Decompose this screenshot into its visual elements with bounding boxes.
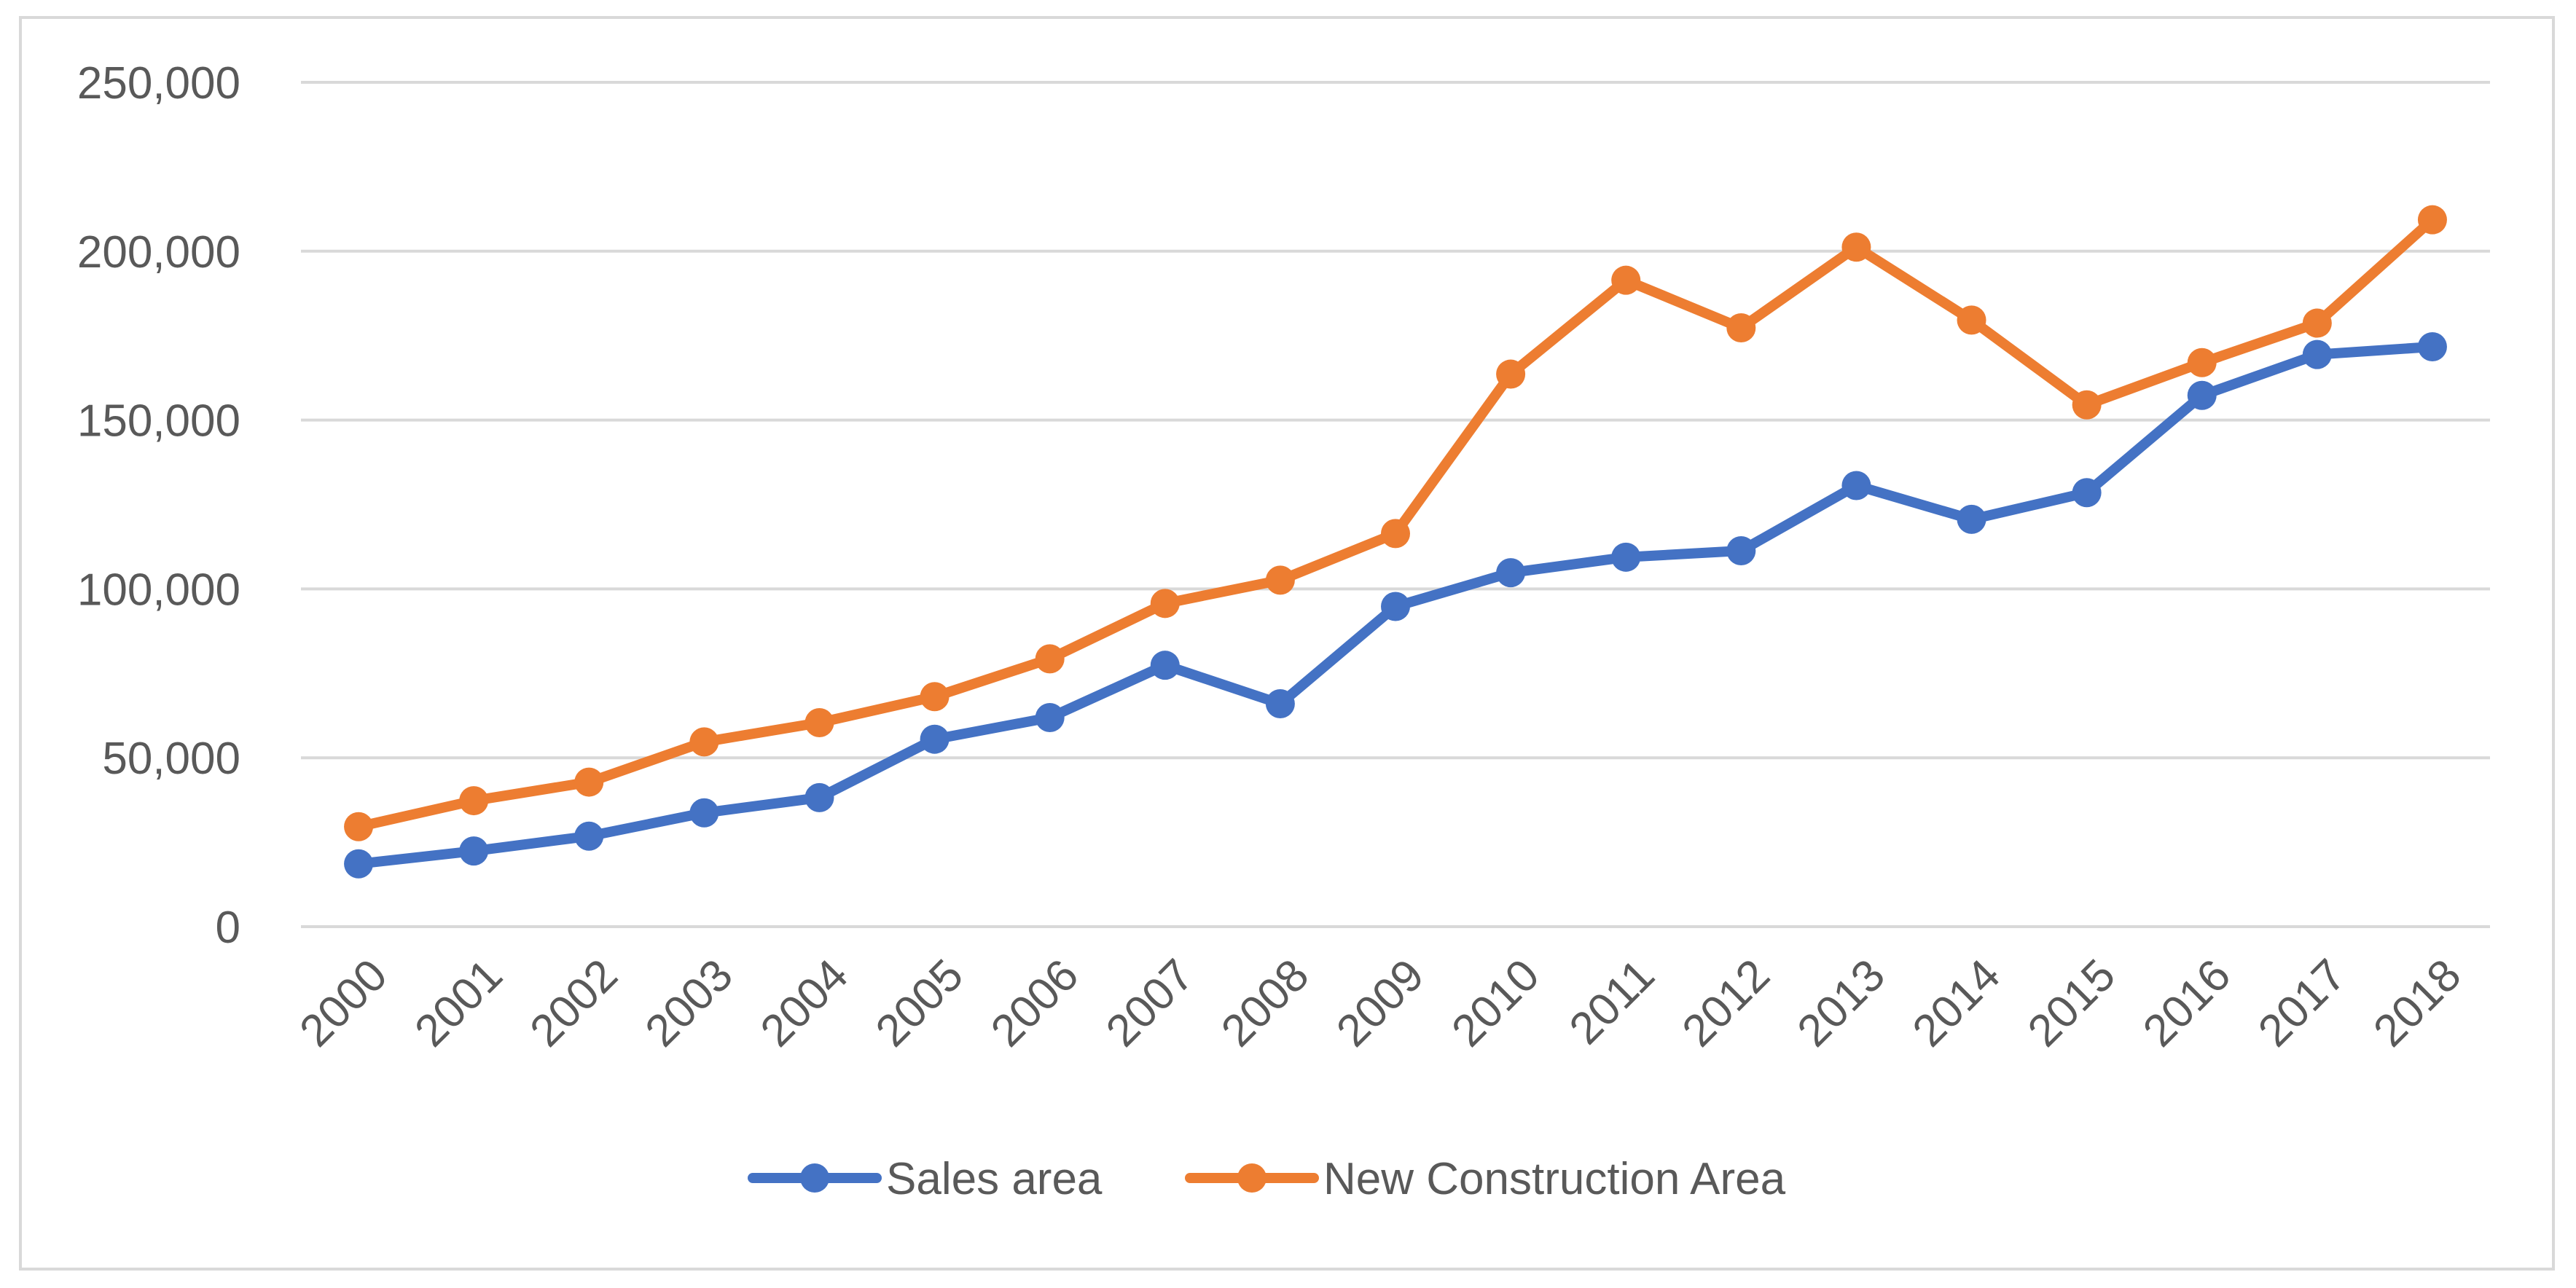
data-point [804, 707, 834, 737]
data-point [2072, 478, 2102, 508]
y-tick-label: 50,000 [102, 734, 240, 784]
data-point [344, 849, 374, 879]
x-tick-label: 2016 [2134, 950, 2240, 1056]
x-tick-label: 2015 [2019, 950, 2125, 1056]
data-point [1726, 313, 1756, 343]
legend-label: New Construction Area [1323, 1154, 1786, 1204]
x-tick-label: 2018 [2364, 950, 2470, 1056]
y-axis-ticks: 0 50,000 100,000 150,000 200,000 250,000 [77, 58, 240, 953]
data-point [1957, 305, 1986, 335]
x-tick-label: 2014 [1903, 950, 2010, 1056]
data-point [1150, 651, 1180, 680]
data-point [459, 786, 489, 816]
legend-label: Sales area [886, 1154, 1103, 1204]
data-point [689, 727, 719, 757]
data-point [689, 798, 719, 828]
data-point [1035, 703, 1065, 733]
data-point [920, 682, 950, 712]
series-lines [344, 205, 2447, 879]
y-tick-label: 0 [216, 903, 240, 953]
data-point [1957, 504, 1986, 534]
data-point [2187, 380, 2217, 410]
x-tick-label: 2004 [751, 950, 858, 1056]
data-point [1496, 558, 1526, 588]
x-tick-label: 2001 [405, 950, 512, 1056]
data-point [1035, 644, 1065, 674]
x-tick-label: 2013 [1788, 950, 1895, 1056]
data-point [1496, 359, 1526, 389]
data-point [1381, 592, 1410, 621]
data-point [344, 812, 374, 841]
y-tick-label: 100,000 [77, 565, 240, 615]
gridlines [301, 81, 2490, 928]
data-point [1150, 589, 1180, 619]
x-tick-label: 2010 [1442, 950, 1549, 1056]
data-point [1841, 232, 1871, 262]
data-point [1381, 519, 1410, 549]
chart-frame [19, 16, 2555, 1271]
legend: Sales area New Construction Area [748, 1154, 1786, 1204]
x-tick-label: 2005 [866, 950, 973, 1056]
data-point [2187, 347, 2217, 377]
data-point [2417, 205, 2447, 235]
x-tick-label: 2008 [1212, 950, 1318, 1056]
data-point [1841, 471, 1871, 500]
legend-swatch-marker [1237, 1163, 1267, 1193]
x-tick-label: 2002 [521, 950, 627, 1056]
x-tick-label: 2000 [290, 950, 396, 1056]
data-point [2072, 390, 2102, 420]
data-point [2417, 331, 2447, 361]
data-point [574, 767, 604, 797]
x-tick-label: 2012 [1673, 950, 1780, 1056]
x-tick-label: 2007 [1097, 950, 1203, 1056]
series-sales-area [344, 331, 2447, 879]
data-point [920, 724, 950, 754]
data-point [1265, 689, 1295, 719]
series-new-construction-area [344, 205, 2447, 841]
data-point [574, 821, 604, 851]
legend-swatch-marker [800, 1163, 829, 1193]
data-point [2302, 308, 2332, 338]
data-point [1265, 565, 1295, 595]
data-point [459, 836, 489, 866]
data-point [1726, 536, 1756, 566]
x-tick-label: 2017 [2249, 950, 2355, 1056]
y-tick-label: 150,000 [77, 396, 240, 447]
data-point [2302, 339, 2332, 369]
y-tick-label: 250,000 [77, 58, 240, 109]
data-point [804, 782, 834, 812]
x-tick-label: 2009 [1327, 950, 1433, 1056]
x-tick-label: 2011 [1560, 950, 1664, 1054]
data-point [1611, 265, 1641, 295]
y-tick-label: 200,000 [77, 227, 240, 278]
x-axis-ticks: 2000 2001 2002 2003 2004 2005 2006 2007 2008 2009… [290, 950, 2470, 1056]
x-tick-label: 2003 [636, 950, 743, 1056]
x-tick-label: 2006 [982, 950, 1088, 1056]
legend-item: Sales area [748, 1154, 1103, 1204]
data-point [1611, 542, 1641, 572]
legend-item: New Construction Area [1185, 1154, 1786, 1204]
